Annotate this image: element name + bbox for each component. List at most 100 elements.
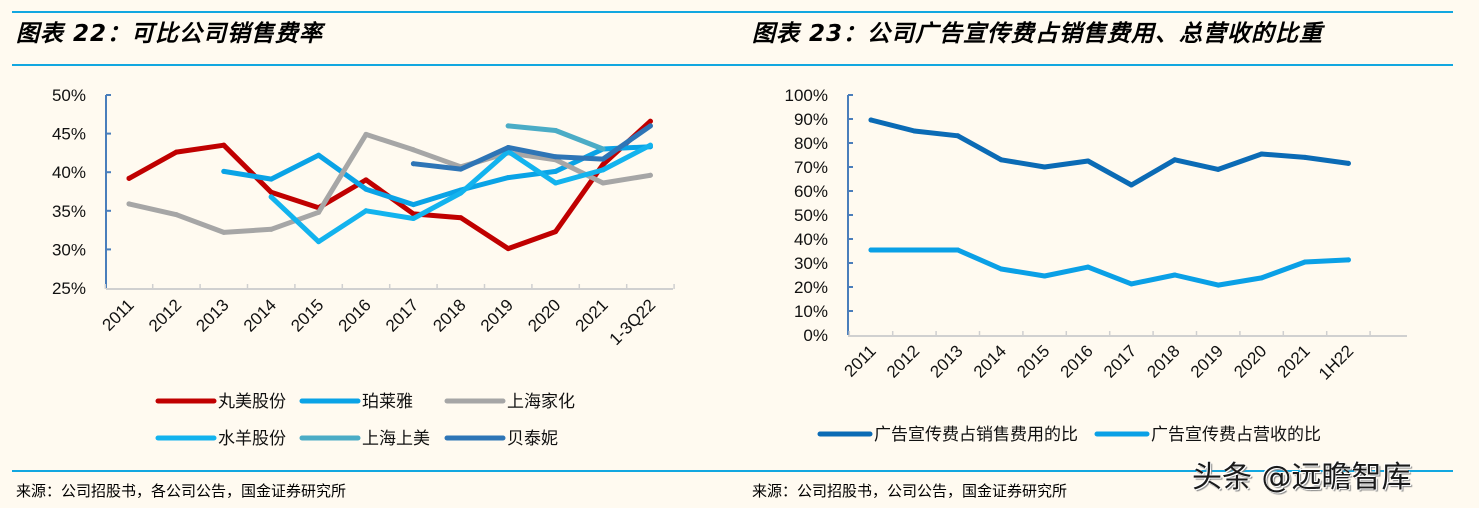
chart1-series-2-point — [316, 152, 322, 158]
left-figure-source: 来源：公司招股书，各公司公告，国金证券研究所 — [16, 482, 347, 500]
chart1-series-4-point — [600, 167, 606, 173]
chart2-series-line-1 — [868, 117, 1351, 188]
chart2-series-1-point — [1172, 157, 1178, 163]
chart1-series-6-point — [505, 144, 511, 150]
chart2-series-line-2 — [868, 247, 1351, 288]
chart1-series-1-point — [363, 177, 369, 183]
chart1-x-tick-label: 2011 — [99, 295, 138, 334]
chart1-x-tick-label: 2017 — [382, 295, 422, 335]
chart1-series-1-point — [458, 215, 464, 221]
chart2-series-1-point — [1345, 160, 1351, 166]
chart1-series-4-point — [553, 180, 559, 186]
chart2-y-tick-label: 90% — [794, 110, 828, 129]
chart1-series-line-6 — [410, 123, 653, 172]
chart1-y-tick-label: 35% — [52, 202, 86, 221]
chart1-y-tick-label: 25% — [52, 279, 86, 298]
chart2-series-2-point — [1042, 273, 1048, 279]
chart2-series-2-point — [868, 247, 874, 253]
chart2-series-2-point — [1085, 264, 1091, 270]
chart2-y-tick-label: 30% — [794, 254, 828, 273]
chart1-series-1-point — [553, 229, 559, 235]
chart2-series-2-point — [998, 266, 1004, 272]
chart1-legend-label-4: 水羊股份 — [218, 429, 286, 449]
chart1-series-line-3 — [126, 131, 653, 235]
chart1-x-tick-label: 2018 — [429, 295, 469, 335]
chart1-legend-label-6: 贝泰妮 — [507, 429, 558, 449]
chart2-series-1-point — [1042, 164, 1048, 170]
chart1-series-1-point — [221, 142, 227, 148]
chart2-x-tick-label: 1H22 — [1315, 341, 1357, 383]
chart1-series-4-point — [268, 194, 274, 200]
chart1-y-tick-label: 40% — [52, 163, 86, 182]
chart2-series-2-point — [1345, 257, 1351, 263]
right-figure-title: 图表 23：公司广告宣传费占销售费用、总营收的比重 — [752, 21, 1324, 47]
chart1-series-1-point — [126, 175, 132, 181]
left-source-rule — [12, 470, 740, 472]
chart2-series-2-point — [1302, 259, 1308, 265]
watermark: 头条 @远瞻智库 — [1192, 460, 1412, 495]
chart1-series-6-point — [458, 166, 464, 172]
chart1-series-2-point — [410, 202, 416, 208]
chart2-series-1-point — [1259, 151, 1265, 157]
chart1-x-tick-label: 2012 — [145, 295, 185, 335]
chart2-x-tick-label: 2016 — [1057, 341, 1097, 381]
chart1-series-3-point — [221, 229, 227, 235]
chart1-series-3-point — [647, 172, 653, 178]
chart2-y-tick-label: 0% — [803, 326, 828, 345]
chart1-series-4-point — [458, 190, 464, 196]
chart2-x-tick-label: 2017 — [1100, 341, 1140, 381]
chart1-series-3-point — [173, 212, 179, 218]
chart1-series-4-point — [410, 216, 416, 222]
right-source-rule — [740, 470, 1453, 472]
chart1-legend-label-5: 上海上美 — [362, 429, 430, 449]
chart1-legend-label-3: 上海家化 — [507, 392, 575, 412]
chart1-series-1-point — [268, 189, 274, 195]
chart1-series-6-point — [647, 123, 653, 129]
chart1-series-6-point — [600, 156, 606, 162]
chart2-x-tick-label: 2012 — [883, 341, 923, 381]
chart2-series-1-point — [1302, 154, 1308, 160]
chart2-x-tick-label: 2011 — [841, 341, 880, 380]
chart1-legend-label-2: 珀莱雅 — [362, 392, 413, 412]
chart2-y-tick-label: 100% — [785, 86, 828, 105]
left-figure-title: 图表 22：可比公司销售费率 — [16, 21, 324, 47]
chart1-series-1-point — [173, 149, 179, 155]
chart2-x-tick-label: 2014 — [970, 341, 1010, 381]
chart2-series-1-point — [868, 117, 874, 123]
chart2-series-2-point — [1215, 282, 1221, 288]
chart2-legend-label-2: 广告宣传费占营收的比 — [1151, 425, 1321, 445]
chart1-series-3-point — [363, 131, 369, 137]
chart1-series-3-point — [316, 209, 322, 215]
chart1-series-4-point — [316, 239, 322, 245]
chart2-y-tick-label: 60% — [794, 182, 828, 201]
chart1-series-1-point — [600, 161, 606, 167]
chart1-y-tick-label: 30% — [52, 240, 86, 259]
chart1-x-tick-label: 1-3Q22 — [606, 295, 660, 349]
chart2-series-1-point — [1085, 158, 1091, 164]
right-title-top-rule — [740, 11, 1453, 13]
chart2-series-2-point — [911, 247, 917, 253]
chart1-series-4-point — [647, 142, 653, 148]
chart2-y-tick-label: 40% — [794, 230, 828, 249]
chart1-series-3-point — [410, 147, 416, 153]
chart1-x-tick-label: 2020 — [524, 295, 564, 335]
chart1-series-6-point — [553, 154, 559, 160]
chart1-x-tick-label: 2019 — [477, 295, 517, 335]
chart1-x-tick-label: 2014 — [240, 295, 280, 335]
chart1-series-2-point — [505, 175, 511, 181]
chart2-series-1-point — [955, 133, 961, 139]
chart2-series-1-point — [1128, 182, 1134, 188]
chart2-series-2-point — [1259, 275, 1265, 281]
chart2-x-tick-label: 2021 — [1274, 341, 1314, 381]
chart1-x-tick-label: 2013 — [192, 295, 232, 335]
chart1-x-tick-label: 2021 — [572, 295, 612, 335]
chart2-series-1-point — [1215, 166, 1221, 172]
chart2-y-tick-label: 10% — [794, 302, 828, 321]
chart1-series-2-point — [268, 176, 274, 182]
chart1-x-tick-label: 2015 — [287, 295, 327, 335]
chart1-x-tick-label: 2016 — [335, 295, 375, 335]
chart2-series-2-point — [1128, 281, 1134, 287]
chart2-series-1-point — [911, 128, 917, 134]
chart1-y-tick-label: 45% — [52, 125, 86, 144]
